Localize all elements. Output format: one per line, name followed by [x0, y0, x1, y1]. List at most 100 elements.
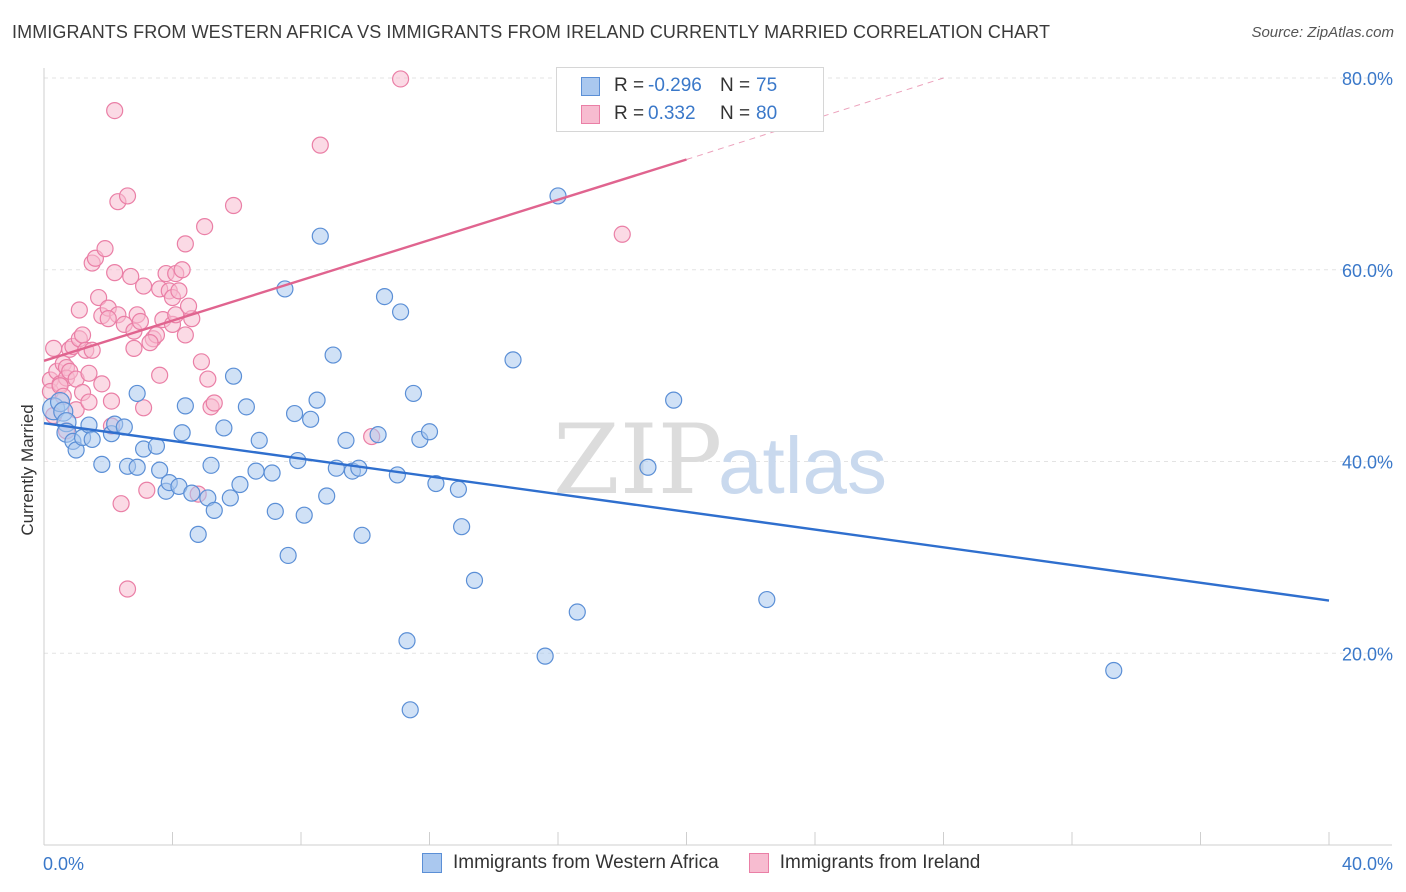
legend-label: Immigrants from Ireland — [779, 852, 981, 873]
y-tick-label: 40.0% — [1342, 453, 1393, 473]
western-africa-point — [247, 462, 265, 480]
ireland-swatch — [748, 853, 769, 873]
n-label: N = — [720, 75, 751, 96]
ireland-point — [106, 264, 124, 282]
western-africa-point — [128, 458, 146, 476]
n-value: 80 — [756, 103, 778, 124]
r-value: -0.296 — [648, 75, 702, 96]
western-africa-point — [231, 475, 249, 494]
ireland-point — [170, 282, 188, 300]
western-africa-point — [369, 426, 387, 444]
western-africa-point — [311, 227, 329, 245]
western-africa-point — [353, 526, 371, 544]
ireland-point — [176, 235, 194, 253]
legend-row-ireland: R = 0.332 N = 80 — [581, 101, 777, 127]
western-africa-point — [302, 410, 320, 428]
ireland-point — [112, 495, 130, 513]
western-africa-point — [237, 398, 255, 416]
western-africa-point — [279, 546, 297, 565]
ireland-point — [80, 393, 98, 411]
western-africa-point — [173, 424, 191, 442]
western-africa-point — [388, 466, 406, 484]
ireland-point — [122, 267, 140, 286]
western-africa-point — [263, 464, 281, 482]
ireland-point — [311, 136, 329, 154]
ireland-trend-line — [43, 158, 687, 362]
western-africa-swatch — [581, 76, 600, 96]
r-value: 0.332 — [648, 103, 696, 124]
source-label: Source: ZipAtlas.com — [1251, 24, 1394, 41]
ireland-point — [102, 392, 121, 410]
ireland-point — [90, 288, 108, 307]
legend-item-ireland[interactable]: Immigrants from Ireland — [748, 852, 981, 874]
western-africa-point — [324, 346, 342, 364]
y-tick-label: 60.0% — [1342, 261, 1393, 281]
legend-label: Immigrants from Western Africa — [453, 852, 719, 873]
ireland-point — [118, 187, 137, 205]
western-africa-point — [420, 423, 439, 441]
n-label: N = — [720, 103, 751, 124]
stats-legend: R = -0.296 N = 75 R = 0.332 N = 80 — [556, 67, 824, 132]
ireland-point — [93, 375, 111, 393]
y-tick-label: 20.0% — [1342, 644, 1393, 664]
ireland-point — [70, 301, 88, 319]
ireland-point — [192, 353, 211, 371]
western-africa-point — [391, 303, 410, 321]
western-africa-point — [404, 384, 423, 403]
grid-lines — [44, 77, 1392, 654]
western-africa-point — [128, 384, 146, 403]
western-africa-point — [215, 419, 233, 437]
western-africa-point — [1105, 661, 1123, 680]
western-africa-point — [151, 461, 169, 479]
western-africa-point — [93, 455, 111, 473]
ireland-point — [196, 218, 214, 236]
ireland-point — [179, 297, 198, 315]
western-africa-point — [205, 501, 223, 519]
ireland-point — [131, 312, 149, 331]
ireland-point — [106, 101, 124, 120]
ireland-point — [134, 399, 153, 417]
ireland-point — [73, 326, 92, 344]
western-africa-point — [568, 603, 586, 621]
ireland-point — [613, 225, 631, 243]
western-africa-point — [189, 525, 207, 543]
western-africa-point — [250, 431, 268, 450]
western-africa-point — [183, 484, 201, 502]
ireland-point — [96, 240, 114, 258]
western-africa-point — [427, 474, 445, 493]
x-tick-label: 40.0% — [1342, 854, 1393, 874]
western-africa-point — [83, 430, 101, 449]
y-tick-label: 80.0% — [1342, 69, 1393, 89]
ireland-point — [80, 364, 98, 382]
western-africa-point — [375, 287, 394, 306]
western-africa-point — [398, 632, 416, 650]
western-africa-point — [401, 701, 419, 719]
western-africa-point — [224, 367, 243, 385]
ireland-point — [45, 339, 63, 357]
x-tick-label: 0.0% — [43, 854, 84, 874]
ireland-point — [176, 326, 194, 344]
western-africa-point — [266, 502, 284, 520]
ireland-point — [141, 334, 159, 352]
y-axis-label: Currently Married — [18, 404, 37, 535]
r-label: R = — [614, 75, 645, 96]
chart-title: IMMIGRANTS FROM WESTERN AFRICA VS IMMIGR… — [12, 22, 1051, 42]
western-africa-point — [665, 391, 683, 409]
ireland-point — [173, 261, 191, 279]
western-africa-point — [318, 487, 336, 505]
ireland-point — [391, 70, 410, 88]
n-value: 75 — [756, 75, 778, 96]
ireland-point — [151, 366, 169, 384]
western-africa-point — [289, 451, 307, 470]
western-africa-point — [308, 391, 326, 409]
western-africa-point — [449, 480, 468, 498]
legend-item-western-africa[interactable]: Immigrants from Western Africa — [422, 852, 719, 874]
ireland-point — [125, 339, 143, 357]
western-africa-point — [504, 351, 522, 369]
western-africa-point — [758, 590, 776, 609]
ireland-point — [134, 277, 153, 295]
tick-labels: 20.0% 40.0% 60.0% 80.0% 0.0% 40.0% — [43, 69, 1393, 874]
western-africa-point — [453, 518, 471, 536]
ireland-swatch — [581, 104, 600, 124]
western-africa-point — [295, 506, 313, 524]
